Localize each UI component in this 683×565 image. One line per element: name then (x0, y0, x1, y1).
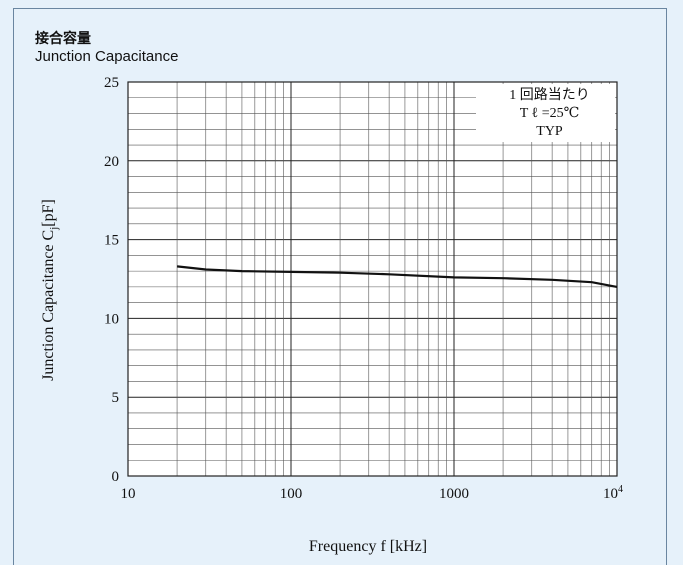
y-axis-title-unit: [pF] (40, 199, 57, 227)
plot-border (127, 81, 618, 477)
y-axis-title-main: Junction Capacitance C (40, 230, 57, 381)
y-tick-label: 10 (104, 311, 119, 327)
y-tick-label: 5 (112, 390, 120, 406)
series-line (176, 265, 618, 288)
annotation-1: 1 回路当たり (509, 87, 590, 103)
x-tick-label: 10 (121, 486, 136, 502)
chart-subtitle: Junction Capacitance (35, 48, 179, 65)
y-axis-title: Junction Capacitance Cj[pF] (40, 199, 60, 381)
y-tick-label: 25 (104, 75, 119, 91)
legend: 1 回路当たり T ℓ =25℃ TYP (509, 87, 590, 139)
x-tick-labels: 10 100 1000 104 (121, 484, 624, 502)
y-tick-labels: 0 5 10 15 20 25 (104, 75, 119, 485)
annotation-2: T ℓ =25℃ (520, 106, 580, 121)
x-tick-label: 100 (280, 486, 303, 502)
x-axis-title: Frequency f [kHz] (309, 538, 427, 555)
annotation-3: TYP (536, 124, 563, 139)
y-axis-title-sub: j (48, 227, 60, 231)
x-tick-label: 1000 (439, 486, 469, 502)
y-tick-label: 15 (104, 233, 119, 249)
x-tick-label: 104 (603, 484, 623, 502)
legend-box (476, 84, 615, 142)
y-tick-label: 0 (112, 469, 120, 485)
y-tick-label: 20 (104, 154, 119, 170)
x-tick-exponent: 4 (618, 484, 623, 495)
chart-title: 接合容量 (35, 31, 91, 47)
